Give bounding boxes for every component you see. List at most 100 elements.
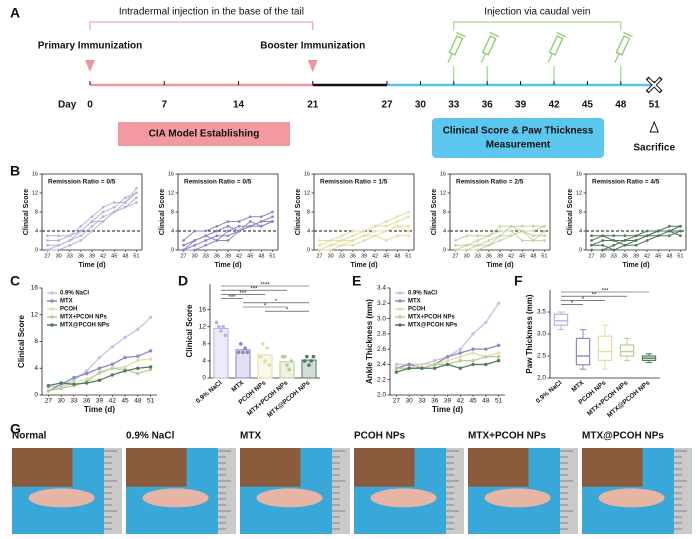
legend-marker [50, 299, 54, 303]
data-point [590, 239, 593, 242]
data-point [679, 229, 682, 233]
data-point [123, 355, 127, 360]
data-point [79, 229, 83, 233]
data-point [407, 229, 410, 233]
y-tick-label: 0 [443, 247, 446, 253]
data-point [612, 248, 616, 252]
data-point [407, 366, 411, 370]
x-axis-title: Time (d) [214, 262, 241, 269]
legend-marker [50, 315, 54, 319]
x-tick-label: 36 [350, 253, 356, 259]
data-point [484, 355, 488, 359]
data-point [46, 248, 49, 252]
panel-label: E [352, 273, 361, 289]
data-point [136, 354, 140, 358]
x-tick-label: MTX [230, 379, 246, 394]
y-tick-label: 0 [35, 247, 38, 253]
x-tick-label: 27 [44, 253, 50, 259]
x-tick-label: 33 [203, 253, 209, 259]
data-point [476, 234, 480, 238]
data-point [101, 215, 105, 219]
x-tick-label: 48 [530, 253, 536, 259]
x-tick-label: 39 [89, 253, 95, 259]
data-point [85, 371, 89, 376]
x-tick-label: 27 [393, 398, 401, 405]
data-point [248, 215, 252, 219]
data-point [329, 239, 333, 242]
day-tick-label: 14 [233, 100, 245, 111]
sacrifice-marker [649, 120, 659, 133]
x-tick-label: 51 [147, 398, 155, 405]
data-point [90, 220, 94, 223]
x-tick-label: 33 [611, 253, 617, 259]
y-tick-label: 16 [31, 285, 39, 292]
y-tick-label: 16 [168, 171, 174, 177]
data-point [351, 239, 355, 242]
data-point [471, 362, 475, 367]
data-point [520, 229, 524, 233]
y-axis-title: Clinical Score [159, 189, 166, 235]
data-point [236, 350, 241, 355]
data-point [136, 327, 140, 332]
box [619, 344, 635, 357]
data-point [601, 243, 605, 247]
model-box [118, 122, 290, 146]
data-point [46, 383, 51, 388]
y-tick-label: 0 [307, 247, 310, 253]
chart-title: Remission Ratio = 0/5 [184, 179, 252, 186]
data-point [465, 243, 469, 247]
x-tick-label: 0.9% NaCl [535, 379, 564, 405]
y-tick-label: 8 [171, 209, 174, 215]
measure-box-label: Measurement [486, 140, 551, 151]
data-point [239, 342, 243, 346]
data-point [259, 224, 263, 228]
data-point [305, 354, 309, 359]
bar [279, 361, 295, 379]
data-point [384, 224, 388, 228]
data-point [454, 239, 457, 242]
data-point [204, 243, 208, 247]
x-tick-label: 36 [622, 253, 628, 259]
syringe [447, 31, 466, 63]
data-point [496, 301, 501, 305]
data-point [59, 381, 63, 385]
y-tick-label: 8 [35, 209, 38, 215]
data-point [531, 234, 535, 238]
data-point [465, 248, 469, 252]
x-tick-label: 45 [111, 253, 117, 259]
legend-label: PCOH [408, 307, 425, 313]
x-tick-label: 45 [469, 398, 477, 405]
y-tick-label: 2.4 [377, 361, 386, 368]
data-point [148, 315, 153, 320]
syringe-plunger [556, 31, 567, 38]
x-tick-label: 27 [45, 398, 53, 405]
data-point [476, 239, 480, 242]
data-point [217, 324, 221, 329]
y-tick-label: 12 [576, 190, 582, 196]
legend-label: MTX [60, 299, 73, 305]
data-point [237, 220, 241, 223]
bar [213, 327, 229, 379]
data-point [623, 243, 627, 247]
photo-ruler [560, 448, 578, 534]
data-point [487, 239, 491, 242]
y-axis-title: Clinical Score [185, 304, 194, 357]
data-point [237, 224, 241, 228]
data-point [509, 224, 513, 228]
data-point [407, 210, 410, 214]
axes [177, 173, 279, 251]
syringe [480, 31, 500, 63]
data-point [679, 234, 682, 238]
day-tick-label: 30 [415, 100, 427, 111]
data-point [454, 243, 457, 247]
x-tick-label: 39 [633, 253, 639, 259]
x-tick-label: 33 [475, 253, 481, 259]
data-point [384, 239, 388, 242]
y-tick-label: 4 [443, 228, 446, 234]
data-point [248, 220, 252, 223]
x-tick-label: MTX [570, 379, 586, 394]
data-point [395, 215, 399, 219]
legend-marker [398, 323, 402, 327]
data-point [223, 333, 228, 338]
